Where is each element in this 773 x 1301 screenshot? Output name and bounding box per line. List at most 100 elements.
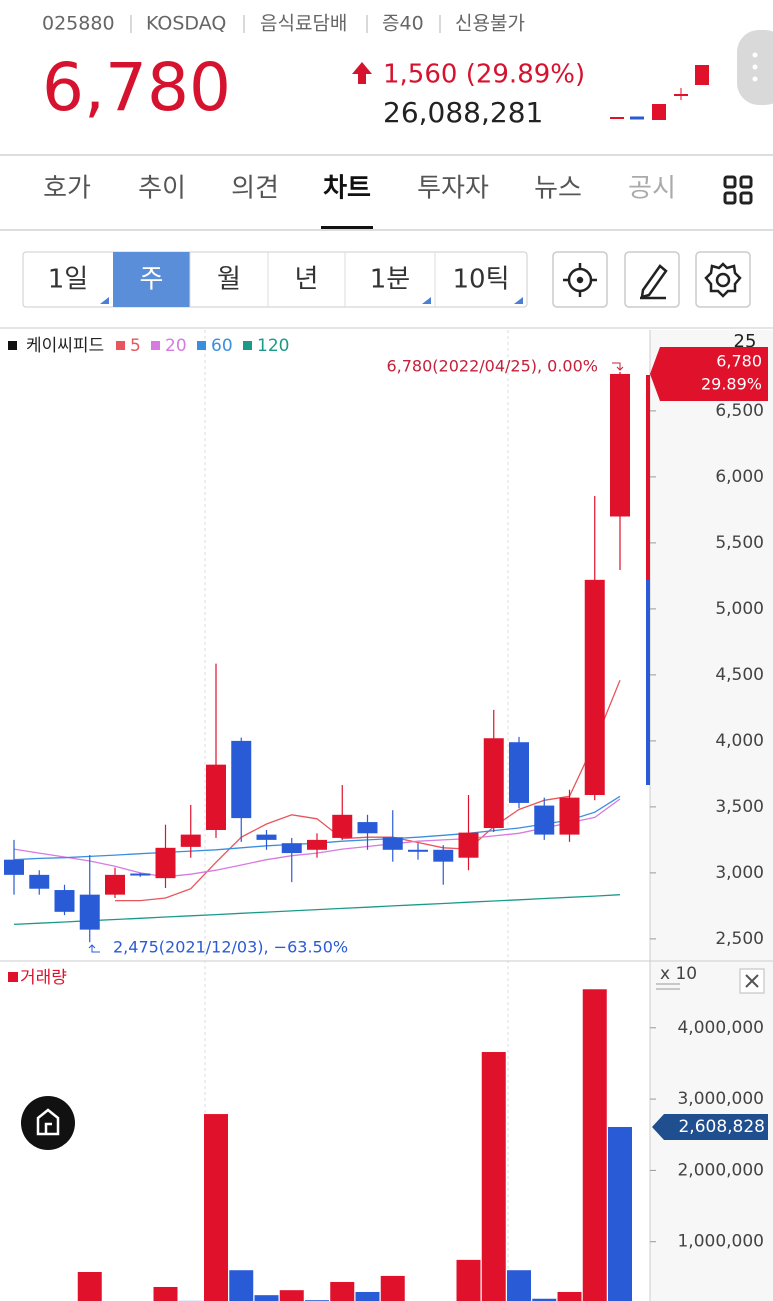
legend-swatch: [8, 341, 17, 350]
legend-label: 60: [211, 336, 233, 356]
range-down: [646, 580, 650, 785]
period-group: [22, 251, 528, 308]
candle-body: [29, 874, 50, 889]
mini-chart: [610, 65, 709, 120]
volume-bar: [380, 1275, 405, 1301]
y-tick-label: 6,000: [715, 467, 764, 487]
close-icon: [745, 974, 759, 988]
ma-line: [115, 679, 621, 902]
period-button[interactable]: 년: [295, 265, 319, 295]
candle-body: [155, 847, 176, 879]
volume-bar: [532, 1298, 557, 1301]
candle-body: [231, 740, 252, 819]
period-active: [113, 252, 190, 307]
price: 6,780: [42, 49, 231, 126]
volume-bar: [456, 1259, 481, 1301]
legend-swatch: [151, 341, 160, 350]
volume-legend-swatch: [8, 972, 18, 982]
floating-icon: [36, 1108, 60, 1136]
tab[interactable]: 추이: [138, 174, 186, 204]
candle-body: [105, 874, 125, 895]
tab[interactable]: 공시: [628, 174, 676, 204]
up-arrow: [352, 62, 372, 84]
candle-body: [307, 839, 327, 850]
candle-body: [130, 873, 151, 876]
credit: 신용불가: [455, 13, 525, 35]
volume-bar: [608, 1126, 632, 1301]
y-tick-label: 4,000: [715, 731, 764, 751]
annotation-high-arrow: [612, 362, 624, 371]
range-up: [646, 375, 650, 580]
y-tick-label: 3,000: [715, 863, 764, 883]
period-button[interactable]: 주: [140, 265, 164, 295]
period-corner: [514, 297, 523, 304]
legend-swatch: [197, 341, 206, 350]
separators: [130, 15, 441, 33]
multiplier: x 10: [660, 964, 697, 984]
volume-bar: [330, 1281, 355, 1301]
y-tick-label: 5,500: [715, 533, 764, 553]
tab[interactable]: 의견: [231, 174, 279, 204]
candle-body: [509, 742, 529, 803]
candle-body: [54, 890, 75, 912]
volume-tag: [652, 1113, 768, 1140]
candle-body: [584, 579, 605, 796]
volume: 26,088,281: [383, 96, 543, 129]
y-tick-label: 5,000: [715, 599, 764, 619]
volume-tag-label: 2,608,828: [678, 1117, 765, 1137]
candle-body: [357, 822, 378, 834]
volume-bar: [229, 1270, 254, 1301]
sector: 음식료담배: [260, 13, 347, 35]
annotation-low-arrow: [88, 944, 100, 953]
market: KOSDAQ: [146, 13, 226, 35]
volume-bar: [557, 1291, 582, 1301]
candle-body: [610, 373, 630, 517]
period-button[interactable]: 10틱: [452, 265, 509, 295]
candle-body: [458, 832, 479, 858]
volume-bar: [77, 1272, 102, 1301]
stock-code: 025880: [42, 13, 115, 35]
volume-bar: [279, 1290, 304, 1301]
candle-body: [79, 894, 100, 930]
tab[interactable]: 투자자: [417, 174, 489, 204]
period-corner: [422, 297, 431, 304]
volume-bar: [355, 1291, 380, 1301]
legend-swatch: [116, 341, 125, 350]
candle-body: [332, 814, 353, 838]
period-button[interactable]: 월: [217, 265, 241, 295]
candle-body: [4, 859, 24, 875]
legend-swatch: [243, 341, 252, 350]
volume-bar: [153, 1286, 178, 1301]
ma-line: [13, 894, 621, 926]
tool-buttons[interactable]: [552, 251, 751, 308]
candle-body: [180, 834, 201, 847]
candle-body: [382, 837, 403, 850]
period-button[interactable]: 1일: [48, 265, 88, 295]
price-tag-change: 29.89%: [701, 374, 762, 393]
legend-title: 케이씨피드: [26, 336, 104, 356]
candle-body: [559, 797, 580, 835]
period-corner: [100, 297, 109, 304]
volume-bar: [481, 1052, 506, 1301]
y-tick-label: 1,000,000: [677, 1232, 764, 1252]
tab[interactable]: 호가: [43, 174, 91, 204]
tool-icons: [563, 262, 742, 300]
multiplier-lines: [656, 983, 680, 990]
price-tag: [650, 346, 768, 401]
grid-menu-icon[interactable]: [723, 175, 753, 205]
volume-bar: [254, 1295, 279, 1301]
tab[interactable]: 뉴스: [534, 174, 582, 204]
period-button[interactable]: 1분: [370, 265, 410, 295]
y-tick-label: 2,500: [715, 929, 764, 949]
axis-top-label: 25: [734, 331, 757, 352]
y-tick-label: 3,000,000: [677, 1089, 764, 1109]
tab[interactable]: 차트: [323, 174, 371, 204]
candle-body: [534, 805, 555, 835]
candle-body: [408, 849, 428, 852]
annotation-high: 6,780(2022/04/25), 0.00%: [386, 357, 598, 376]
legend-label: 20: [165, 336, 187, 356]
volume-bar: [582, 989, 607, 1301]
annotation-low: 2,475(2021/12/03), −63.50%: [113, 938, 348, 957]
